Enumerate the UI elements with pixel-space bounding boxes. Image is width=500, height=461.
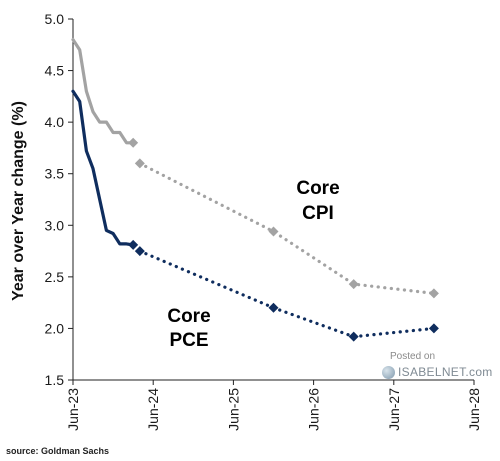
series-marker-cpi (268, 226, 279, 237)
y-tick-label: 4.0 (45, 114, 65, 130)
y-tick-label: 2.5 (45, 269, 65, 285)
y-axis-title: Year over Year change (%) (10, 101, 27, 301)
y-tick-label: 1.5 (45, 372, 65, 388)
globe-icon (382, 366, 395, 379)
series-marker-pce (128, 239, 139, 250)
series-marker-pce (268, 302, 279, 313)
y-tick-label: 4.5 (45, 63, 65, 79)
chart-axes (68, 18, 475, 385)
x-tick-label: Jun-28 (466, 388, 482, 431)
series-label-cpi-line1: Core (296, 178, 339, 199)
series-marker-cpi (134, 158, 145, 169)
series-marker-cpi (428, 288, 439, 299)
watermark: Posted on ISABELNET.com (382, 351, 492, 387)
x-tick-label: Jun-25 (225, 388, 241, 431)
y-tick-label: 3.5 (45, 166, 65, 182)
series-lines (71, 37, 436, 339)
series-marker-pce (348, 331, 359, 342)
y-tick-label: 5.0 (45, 11, 65, 27)
x-tick-label: Jun-23 (65, 388, 81, 431)
x-tick-label: Jun-27 (386, 388, 402, 431)
series-markers (128, 137, 439, 342)
series-label-pce-line1: Core (167, 306, 210, 327)
x-tick-label: Jun-26 (306, 388, 322, 431)
y-tick-label: 2.0 (45, 320, 65, 336)
y-tick-label: 3.0 (45, 217, 65, 233)
series-marker-pce (134, 246, 145, 257)
series-marker-cpi (348, 279, 359, 290)
watermark-posted-text: Posted on (390, 351, 436, 362)
series-label-pce-line2: PCE (169, 330, 208, 351)
source-note: source: Goldman Sachs (6, 446, 110, 456)
series-line-pce-forecast (138, 249, 436, 339)
series-marker-pce (428, 323, 439, 334)
series-marker-cpi (128, 137, 139, 148)
series-line-cpi-forecast (138, 161, 436, 295)
watermark-site-text: ISABELNET.com (398, 365, 493, 379)
x-tick-label: Jun-24 (145, 388, 161, 431)
series-line-cpi-history (71, 37, 135, 145)
series-line-pce-history (71, 89, 135, 247)
series-label-cpi-line2: CPI (302, 203, 334, 224)
x-tick-labels: Jun-23 Jun-24 Jun-25 Jun-26 Jun-27 Jun-28 (65, 388, 482, 431)
y-tick-labels: 1.5 2.0 2.5 3.0 3.5 4.0 4.5 5.0 (45, 11, 65, 388)
